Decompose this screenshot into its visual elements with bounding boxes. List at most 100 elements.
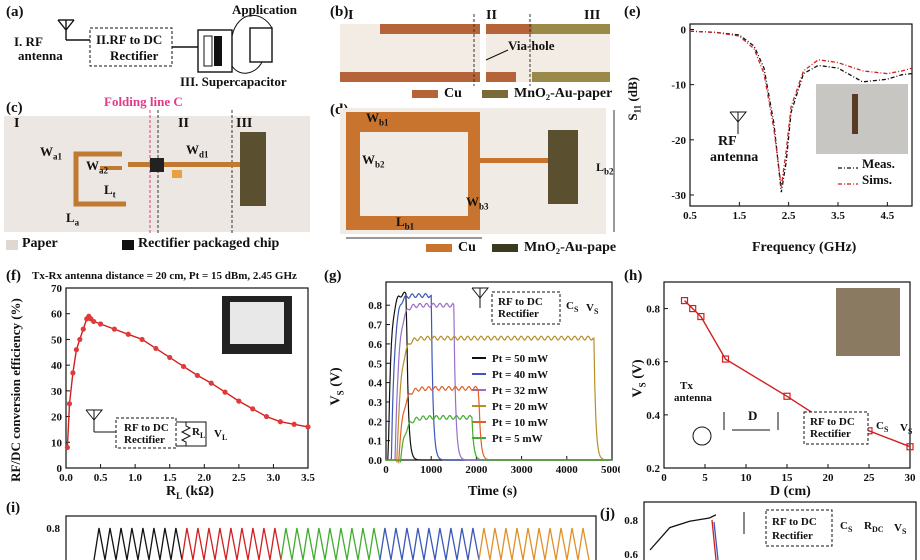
d-legend-cu-label: Cu <box>458 240 476 255</box>
e-xtick-label: 2.5 <box>782 210 796 222</box>
h-inset-photo <box>836 288 900 356</box>
efficiency-point <box>66 401 73 407</box>
rectifier-label-2: Rectifier <box>110 48 159 63</box>
f-circuit-vl: VL <box>214 428 228 443</box>
g-circuit-1: RF to DC <box>498 296 543 308</box>
efficiency-point <box>236 398 242 404</box>
h-circuit-2: Rectifier <box>810 428 851 440</box>
f-xtick-label: 3.0 <box>267 472 281 484</box>
cycling-series-line <box>181 527 282 560</box>
e-inset-antenna <box>852 94 858 134</box>
g-xtick-label: 0 <box>383 464 389 476</box>
d-legend-mno-label: MnO₂-Au-paper <box>524 240 616 255</box>
legend-mno-swatch <box>482 90 508 98</box>
f-circuit-2: Rectifier <box>124 434 165 446</box>
supercap-label: III. Supercapacitor <box>180 74 287 89</box>
panel-a-label: (a) <box>6 4 24 20</box>
g-xtick-label: 3000 <box>511 464 533 476</box>
antenna-label-1: I. RF <box>14 34 43 49</box>
g-rectifier-box <box>491 291 561 325</box>
efficiency-point <box>263 413 270 420</box>
efficiency-point <box>305 424 311 430</box>
region-II: II <box>486 8 497 23</box>
supercap-electrode <box>240 132 266 206</box>
panel-d: (d) Wb1 Wb2 Lb2 Wb3 Lb1 Cu MnO₂-Au-paper <box>326 96 616 262</box>
f-ytick-label: 0 <box>57 463 63 475</box>
j-circuit-rdc: RDC <box>864 520 884 535</box>
dim-wa1: Wa1 <box>40 144 62 162</box>
h-ytick-label: 0.6 <box>646 357 660 369</box>
efficiency-point <box>208 380 214 386</box>
h-circuit-vs: VS <box>900 422 913 437</box>
g-ytick-label: 0.2 <box>368 416 382 428</box>
panel-a-diagram <box>57 14 273 74</box>
dim-la: La <box>66 210 80 228</box>
e-ytick-label: 0 <box>681 25 687 37</box>
c-region-II: II <box>178 116 189 131</box>
f-rectifier-box <box>115 417 177 449</box>
vs-distance-point <box>906 443 914 451</box>
e-ylabel: S11 (dB) <box>624 77 643 121</box>
j-ytick-label: 0.6 <box>624 549 638 560</box>
f-antenna-icon-head <box>85 409 104 421</box>
e-rf-label-1: RF <box>718 134 737 149</box>
f-ytick-label: 40 <box>51 360 63 372</box>
via-hole-label: Via-hole <box>508 38 555 53</box>
j-circuit-1: RF to DC <box>772 516 817 528</box>
h-xtick-label: 30 <box>905 472 917 484</box>
h-source-icon <box>692 426 712 446</box>
i-ytick-label: 0.8 <box>46 523 60 535</box>
panel-d-diagram <box>340 108 615 252</box>
vs-distance-point <box>783 392 791 400</box>
e-ytick-label: -30 <box>671 190 686 202</box>
panel-f: (f) Tx-Rx antenna distance = 20 cm, Pt =… <box>0 262 320 510</box>
h-xtick-label: 5 <box>702 472 708 484</box>
vs-distance-point <box>689 304 697 313</box>
e-inset-photo <box>816 84 908 154</box>
panel-c: (c) Folding line C I II III Wa1 Wa2 Lt W… <box>0 92 320 262</box>
cycling-series-line <box>93 527 183 560</box>
meas-line <box>689 30 913 193</box>
h-rectifier-box <box>803 411 869 445</box>
panel-i: (i) 0.8 <box>0 496 600 560</box>
efficiency-point <box>153 345 159 352</box>
h-ytick-label: 0.8 <box>646 304 660 316</box>
cycling-chart: 0.8 <box>46 515 597 560</box>
rectifier-label-1: II.RF to DC <box>96 32 163 47</box>
g-circuit-cs: CS <box>566 300 579 315</box>
e-frame <box>689 23 913 207</box>
f-circuit-1: RF to DC <box>124 422 169 434</box>
panel-b-diagram <box>340 14 610 98</box>
g-ytick-label: 0.5 <box>368 358 382 370</box>
fold-line-label: Folding line C <box>104 94 183 109</box>
h-xtick-label: 25 <box>864 472 876 484</box>
g-legend-label: Pt = 32 mW <box>492 385 548 397</box>
efficiency-point <box>125 331 131 337</box>
vs-distance-point <box>680 296 689 305</box>
g-antenna-icon-head <box>471 287 490 299</box>
efficiency-point <box>111 326 117 332</box>
e-xtick-label: 0.5 <box>683 210 697 222</box>
e-ytick-label: -10 <box>671 80 686 92</box>
g-xlabel: Time (s) <box>468 484 518 499</box>
e-legend-meas: Meas. <box>862 156 895 171</box>
e-antenna-icon-head <box>729 111 748 123</box>
f-xtick-label: 3.5 <box>301 472 315 484</box>
efficiency-point <box>73 347 79 353</box>
panel-e-label: (e) <box>624 4 641 20</box>
legend-chip-swatch <box>122 240 134 250</box>
f-circuit-rl: RL <box>192 426 206 441</box>
i-frame <box>65 515 597 560</box>
panel-g-label: (g) <box>324 268 342 284</box>
g-ytick-label: 0.3 <box>368 397 382 409</box>
efficiency-point <box>250 406 256 412</box>
efficiency-point <box>97 321 104 327</box>
region-III: III <box>584 8 601 23</box>
h-xtick-label: 0 <box>661 472 667 484</box>
h-ylabel: VS (V) <box>630 359 648 398</box>
panel-h: (h) 0 5 10 15 20 25 30 0.2 0.4 0.6 0.8 VS (V) D (c… <box>620 262 920 510</box>
f-resistor <box>180 422 192 446</box>
g-ytick-label: 0.1 <box>368 436 382 448</box>
